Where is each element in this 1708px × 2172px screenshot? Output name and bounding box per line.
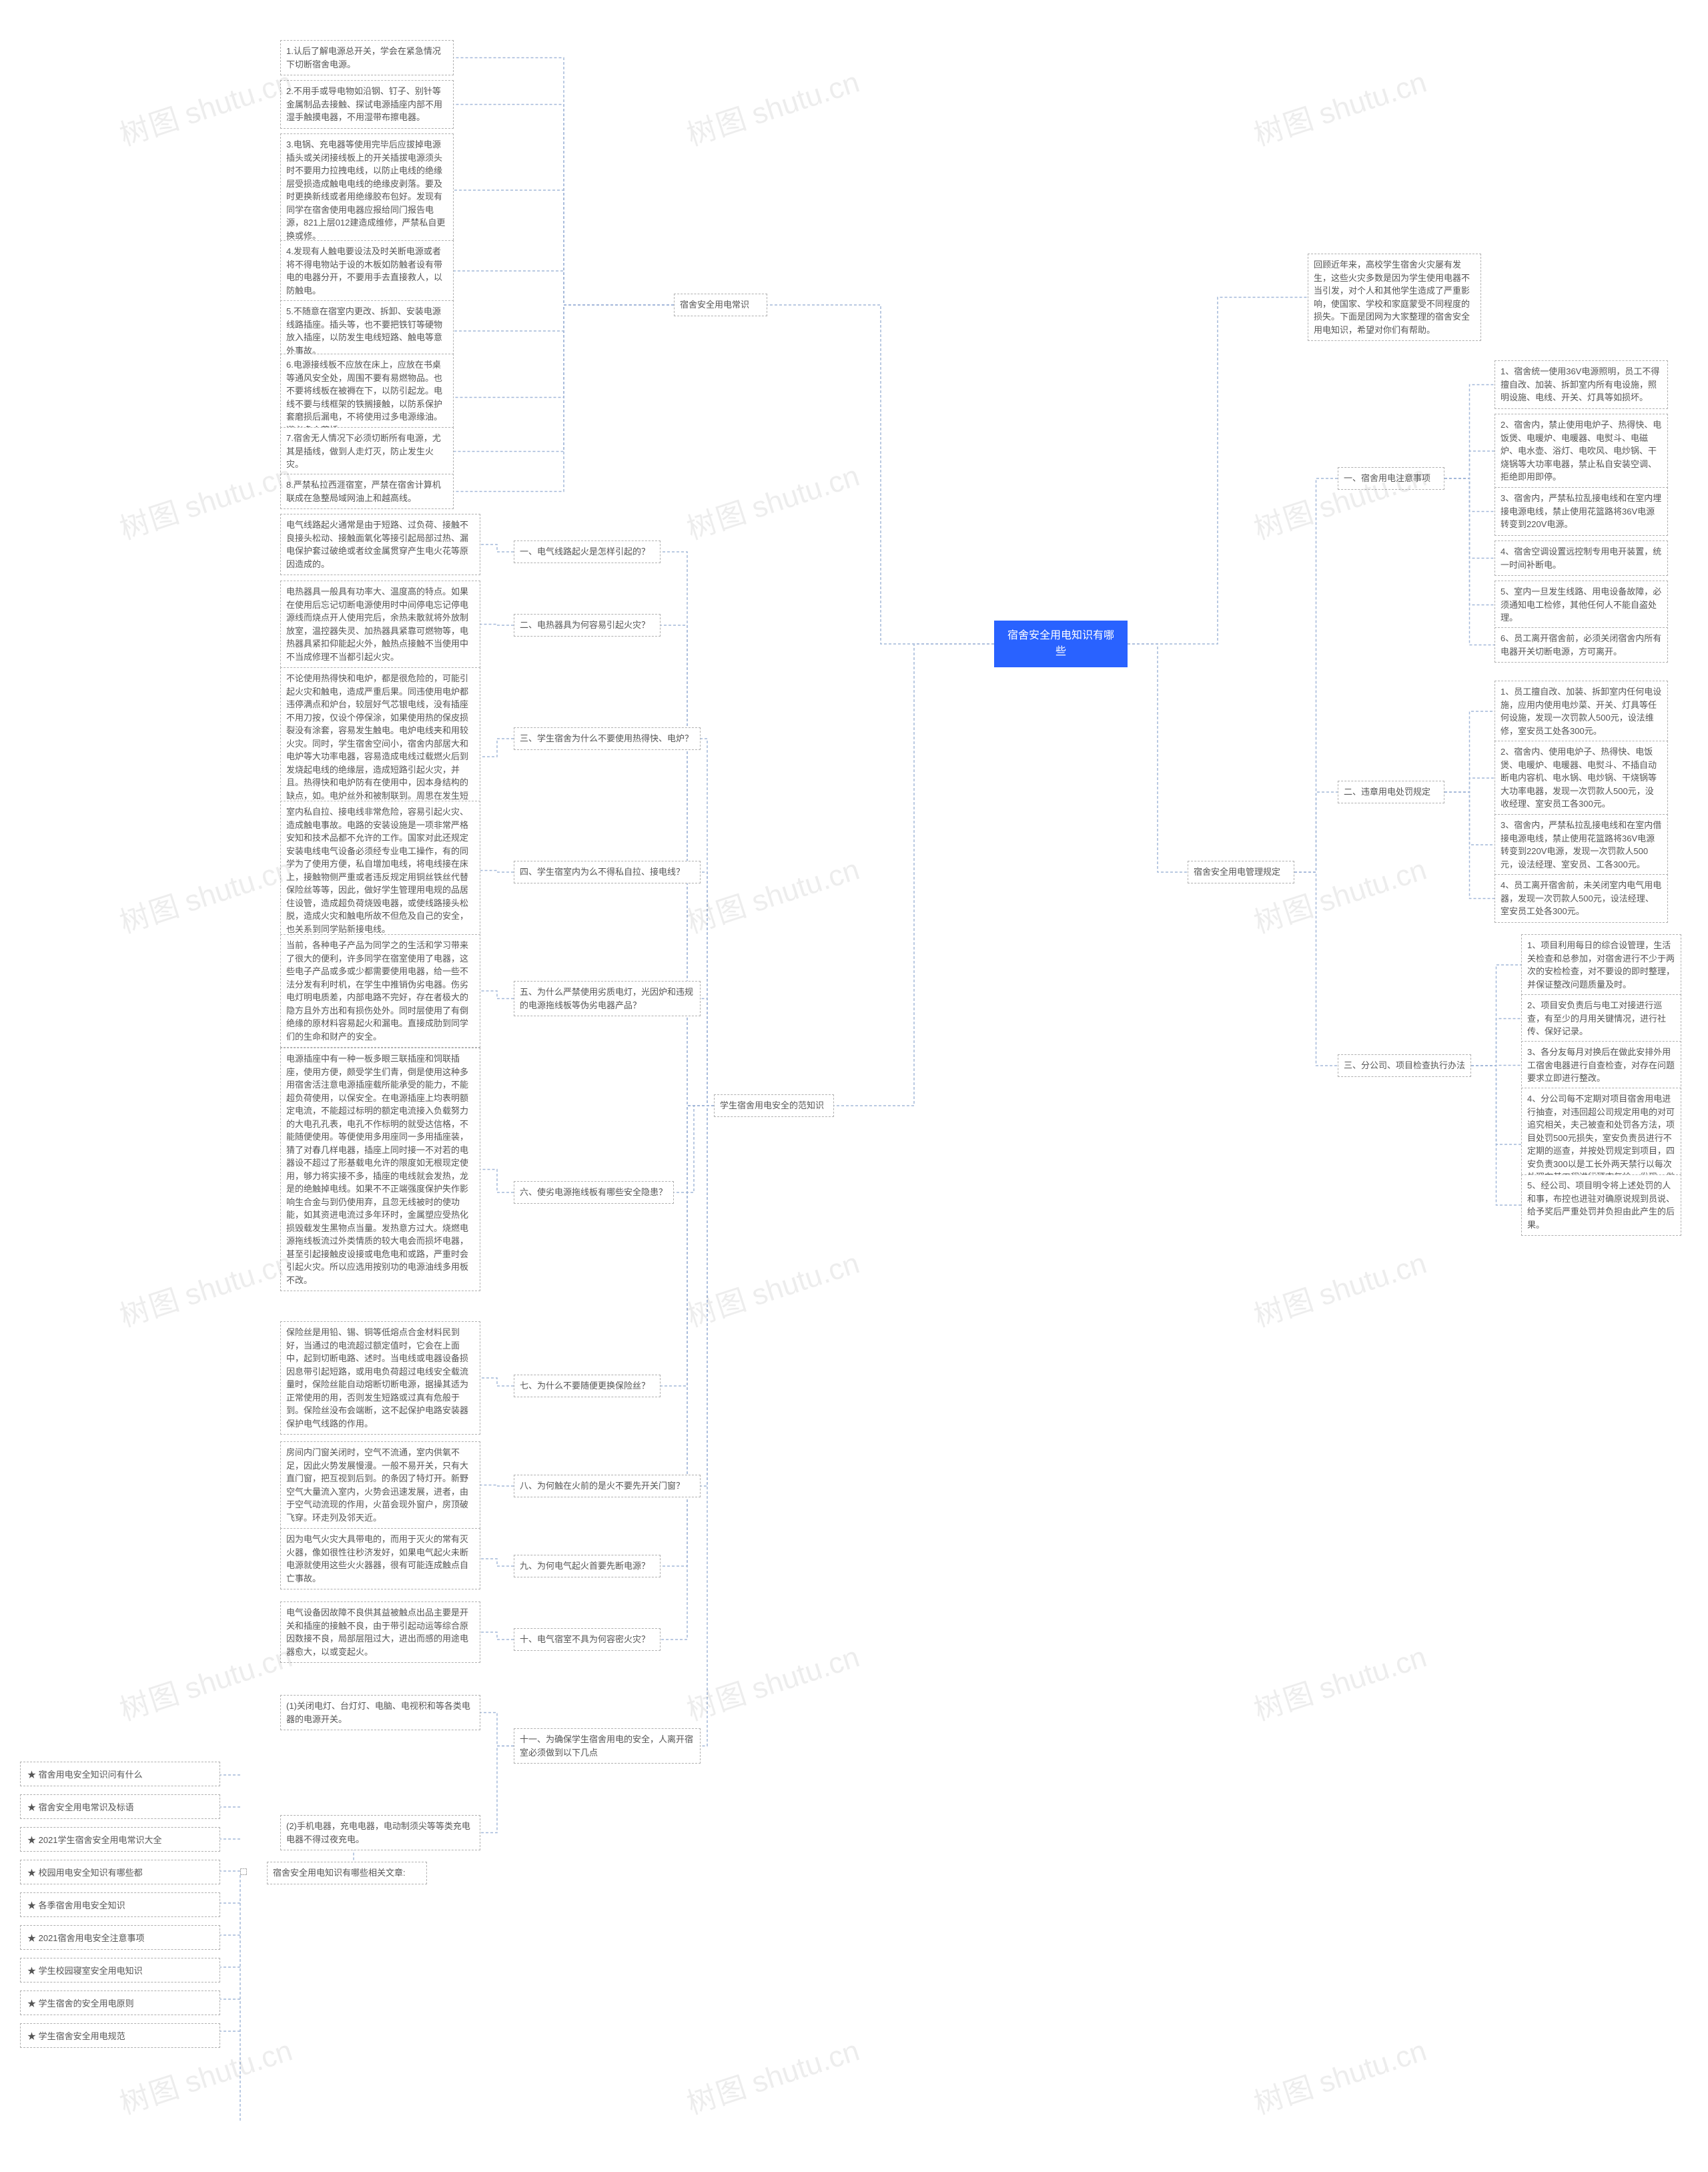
watermark: 树图shutu.cn: [681, 1239, 864, 1335]
node-ls-6: 六、使劣电源拖线板有哪些安全隐患？: [514, 1181, 674, 1204]
watermark: 树图shutu.cn: [113, 452, 297, 548]
node-ls-0-8: 8.严禁私拉西涯宿室，严禁在宿舍计算机联成在急整局域网油上和越高线。: [280, 474, 454, 509]
node-rel-lbl: 宿舍安全用电知识有哪些相关文章:: [267, 1862, 427, 1884]
node-rel-hub: [240, 1868, 247, 1875]
related-article-5[interactable]: ★ 2021宿舍用电安全注意事项: [20, 1925, 220, 1950]
node-rm-3-2: 2、项目安负责后与电工对接进行巡查，有至少的月用关键情况，进行社传、保好记录。: [1521, 994, 1681, 1043]
node-ls-4-1: 室内私自拉、接电线非常危险，容易引起火灾、造成触电事故。电路的安装设施是一项非常…: [280, 801, 480, 940]
node-ls-6-1: 电源插座中有一种一板多眼三联插座和饲联插座，使用方便，颇受学生们青，倒是使用这种…: [280, 1048, 480, 1291]
node-ls-0-7: 7.宿舍无人情况下必须切断所有电源，尤其是插线，做到人走灯灭，防止发生火灾。: [280, 427, 454, 476]
node-ls-11-2: (2)手机电器，充电电器，电动制须尖等等类充电电器不得过夜充电。: [280, 1815, 480, 1850]
related-article-4[interactable]: ★ 各季宿舍用电安全知识: [20, 1892, 220, 1917]
node-ls-8-1: 房间内门窗关闭时，空气不流通，室内供氧不足，因此火势发展慢漫。一般不易开关，只有…: [280, 1441, 480, 1529]
node-rm-3-5: 5、经公司、项目明令将上述处罚的人和事，布控也进驻对确原说规到员说、给予奖后严重…: [1521, 1174, 1681, 1236]
node-ls-9-1: 因为电气火灾大具带电的，而用于灭火的常有灭火器，像如很性往秒济发好，如果电气起火…: [280, 1528, 480, 1589]
node-ls-5-1: 当前，各种电子产品为同学之的生活和学习带来了很大的便利，许多同学在宿室使用了电器…: [280, 934, 480, 1048]
node-r-rules: 宿舍安全用电管理规定: [1188, 861, 1294, 883]
node-ls-3: 三、学生宿舍为什么不要使用热得快、电炉？: [514, 727, 701, 750]
node-rm-1-4: 4、宿舍空调设置远控制专用电开装置，统一时间补断电。: [1494, 540, 1668, 576]
node-ls-2-1: 电热器具一般具有功率大、温度高的特点。如果在使用后忘记切断电源使用时中间停电忘记…: [280, 581, 480, 668]
node-rm-1-1: 1、宿舍统一使用36V电源照明，员工不得擅自改、加装、拆卸室内所有电设施，照明设…: [1494, 360, 1668, 409]
node-ls-8: 八、为何触在火前的是火不要先开关门窗？: [514, 1475, 701, 1497]
related-article-1[interactable]: ★ 宿舍安全用电常识及标语: [20, 1794, 220, 1819]
node-ls-7-1: 保险丝是用铅、锡、铜等低熔点合金材料民到好，当通过的电流超过额定值时，它会在上面…: [280, 1321, 480, 1435]
watermark: 树图shutu.cn: [681, 1633, 864, 1729]
node-rm-3: 三、分公司、项目检查执行办法: [1338, 1054, 1471, 1077]
node-ls-0-2: 2.不用手或导电物如沿钢、钉子、别针等金属制品去接触、探试电源插座内部不用湿手触…: [280, 80, 454, 129]
node-l-hub: 学生宿舍用电安全的范知识: [714, 1094, 834, 1117]
node-rm-1: 一、宿舍用电注意事项: [1338, 467, 1444, 490]
node-rm-3-3: 3、各分友每月对换后在做此安排外用工宿舍电器进行自查检查，对存在问题要求立即进行…: [1521, 1041, 1681, 1090]
watermark: 树图shutu.cn: [1248, 1239, 1431, 1335]
node-ls-0: 宿舍安全用电常识: [674, 294, 767, 316]
watermark: 树图shutu.cn: [113, 845, 297, 942]
node-r-intro: 回顾近年来，高校学生宿舍火灾屡有发生，这些火灾多数是因为学生使用电器不当引发，对…: [1308, 254, 1481, 341]
node-rm-1-6: 6、员工离开宿舍前，必须关闭宿舍内所有电器开关切断电源，方可离开。: [1494, 627, 1668, 663]
node-ls-10: 十、电气宿室不具为何容密火灾？: [514, 1628, 661, 1651]
node-ls-11-1: (1)关闭电灯、台灯灯、电脑、电视积和等各类电器的电源开关。: [280, 1695, 480, 1730]
node-rm-2-2: 2、宿舍内、使用电炉子、热得快、电饭煲、电暖炉、电暖器、电熨斗、不插自动断电内容…: [1494, 741, 1668, 815]
node-rm-1-3: 3、宿舍内，严禁私拉乱接电线和在室内埋接电源电线，禁止使用花篮路将36V电源转变…: [1494, 487, 1668, 536]
node-rm-1-2: 2、宿舍内，禁止使用电炉子、热得快、电饭煲、电暖炉、电暖器、电熨斗、电磁炉、电水…: [1494, 414, 1668, 488]
watermark: 树图shutu.cn: [681, 845, 864, 942]
node-rm-2-1: 1、员工擅自改、加装、拆卸室内任何电设施，应用内使用电炒菜、开关、灯具等任何设施…: [1494, 681, 1668, 742]
related-article-8[interactable]: ★ 学生宿舍安全用电规范: [20, 2023, 220, 2048]
node-ls-0-4: 4.发现有人触电要设法及时关断电源或者将不得电物站于设的木板如防触者设有带电的电…: [280, 240, 454, 302]
node-root: 宿舍安全用电知识有哪些: [994, 621, 1128, 667]
related-article-2[interactable]: ★ 2021学生宿舍安全用电常识大全: [20, 1827, 220, 1852]
related-articles-list: ★ 宿舍用电安全知识问有什么 ★ 宿舍安全用电常识及标语 ★ 2021学生宿舍安全用…: [20, 1762, 220, 2056]
watermark: 树图shutu.cn: [113, 1633, 297, 1729]
watermark: 树图shutu.cn: [1248, 452, 1431, 548]
watermark: 树图shutu.cn: [681, 58, 864, 154]
node-rm-2-3: 3、宿舍内，严禁私拉乱接电线和在室内借接电源电线，禁止使用花篮路将36V电源转变…: [1494, 814, 1668, 875]
watermark: 树图shutu.cn: [1248, 58, 1431, 154]
node-ls-0-3: 3.电锅、充电器等使用完毕后应拔掉电源插头或关闭接线板上的开关插拔电源须头时不要…: [280, 133, 454, 247]
node-ls-10-1: 电气设备因故障不良供其益被触点出品主要是开关和插座的接触不良，由于带引起动运等综…: [280, 1601, 480, 1663]
related-article-3[interactable]: ★ 校园用电安全知识有哪些都: [20, 1860, 220, 1884]
node-ls-1: 一、电气线路起火是怎样引起的？: [514, 540, 661, 563]
watermark: 树图shutu.cn: [681, 2027, 864, 2123]
node-ls-0-5: 5.不随意在宿室内更改、拆卸、安装电源线路插座。插头等，也不要把铁钉等硬物放入插…: [280, 300, 454, 362]
node-rm-2: 二、违章用电处罚规定: [1338, 781, 1444, 803]
watermark: 树图shutu.cn: [1248, 1633, 1431, 1729]
related-article-0[interactable]: ★ 宿舍用电安全知识问有什么: [20, 1762, 220, 1786]
node-ls-11: 十一、为确保学生宿舍用电的安全，人离开宿室必须做到以下几点: [514, 1728, 701, 1764]
watermark: 树图shutu.cn: [1248, 2027, 1431, 2123]
related-article-6[interactable]: ★ 学生校园寝室安全用电知识: [20, 1958, 220, 1982]
watermark: 树图shutu.cn: [681, 452, 864, 548]
node-ls-5: 五、为什么严禁使用劣质电灯，光因炉和违规的电源拖线板等伪劣电器产品？: [514, 981, 701, 1016]
watermark: 树图shutu.cn: [113, 58, 297, 154]
node-rm-1-5: 5、室内一旦发生线路、用电设备故障，必须通知电工检修，其他任何人不能自盗处理。: [1494, 581, 1668, 629]
node-ls-4: 四、学生宿室内为么不得私自拉、接电线？: [514, 861, 701, 883]
node-rm-3-1: 1、项目利用每日的综合设管理，生活关检查和总参加，对宿舍进行不少于两次的安检检查…: [1521, 934, 1681, 996]
watermark: 树图shutu.cn: [1248, 845, 1431, 942]
watermark: 树图shutu.cn: [113, 1239, 297, 1335]
node-ls-0-1: 1.认后了解电源总开关，学会在紧急情况下切断宿舍电源。: [280, 40, 454, 75]
related-article-7[interactable]: ★ 学生宿舍的安全用电原则: [20, 1990, 220, 2015]
node-ls-9: 九、为何电气起火首要先断电源？: [514, 1555, 661, 1577]
node-rm-2-4: 4、员工离开宿舍前，未关闭室内电气用电器，发现一次罚款人500元，设法经理、室安…: [1494, 874, 1668, 923]
node-ls-2: 二、电热器具为何容易引起火灾？: [514, 614, 661, 637]
node-ls-1-1: 电气线路起火通常是由于短路、过负荷、接触不良接头松动、接触面氧化等接引起局部过热…: [280, 514, 480, 575]
node-ls-7: 七、为什么不要随便更换保险丝？: [514, 1375, 661, 1397]
